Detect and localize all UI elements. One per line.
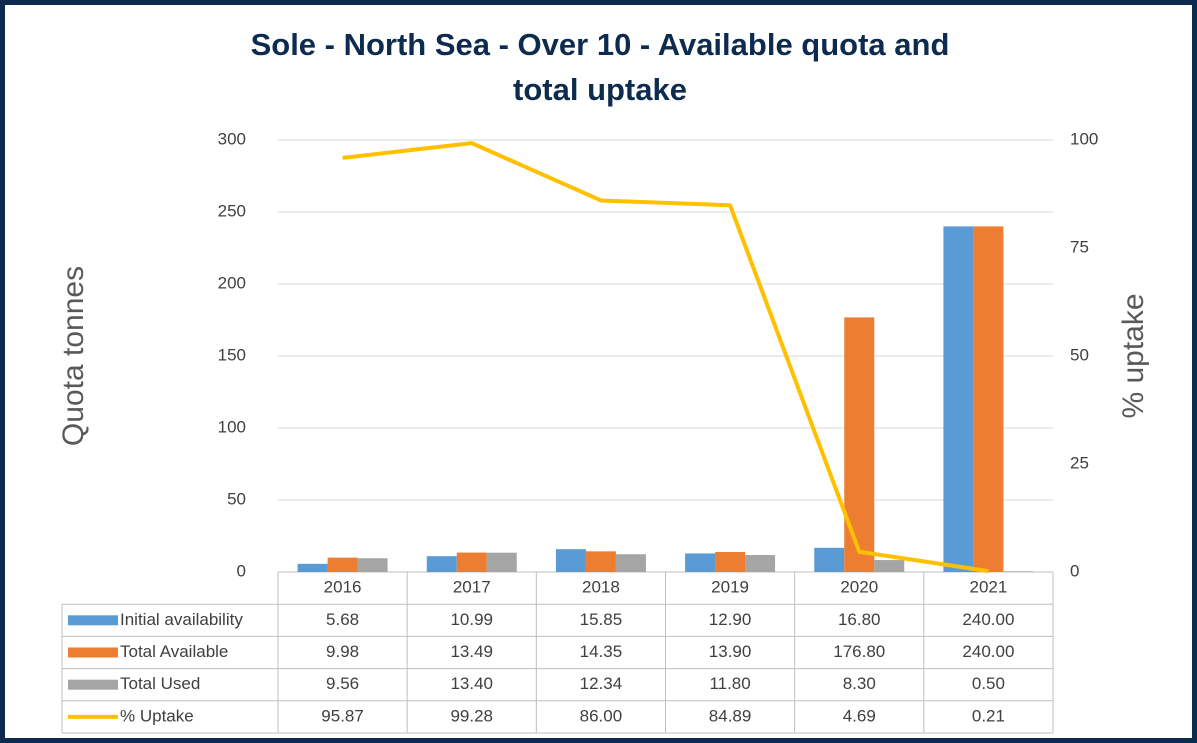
y-tick-label: 100 bbox=[218, 417, 246, 436]
y-tick-label: 0 bbox=[237, 561, 246, 580]
y2-tick-label: 75 bbox=[1070, 237, 1089, 256]
bar bbox=[486, 552, 517, 572]
bar bbox=[456, 552, 487, 572]
table-value: 14.35 bbox=[580, 642, 623, 661]
bar bbox=[814, 547, 845, 572]
table-value: 5.68 bbox=[326, 610, 359, 629]
table-value: 13.49 bbox=[450, 642, 493, 661]
table-value: 16.80 bbox=[838, 610, 881, 629]
table-value: 0.50 bbox=[972, 674, 1005, 693]
y-tick-label: 50 bbox=[227, 489, 246, 508]
table-value: 176.80 bbox=[833, 642, 885, 661]
y2-tick-label: 25 bbox=[1070, 453, 1089, 472]
x-tick-label: 2017 bbox=[453, 578, 491, 597]
legend-key bbox=[68, 679, 118, 690]
y2-axis-title: % uptake bbox=[1117, 293, 1150, 418]
y-tick-label: 250 bbox=[218, 201, 246, 220]
table-value: 8.30 bbox=[843, 674, 876, 693]
bar bbox=[745, 555, 776, 572]
bar bbox=[426, 556, 457, 572]
bar bbox=[973, 226, 1004, 572]
table-value: 240.00 bbox=[962, 642, 1014, 661]
table-value: 13.90 bbox=[709, 642, 752, 661]
x-tick-label: 2020 bbox=[840, 578, 878, 597]
table-value: 84.89 bbox=[709, 706, 752, 725]
bar bbox=[943, 226, 974, 572]
legend-label: Initial availability bbox=[120, 610, 243, 629]
bar bbox=[297, 563, 328, 572]
table-value: 86.00 bbox=[580, 706, 623, 725]
bar bbox=[685, 553, 716, 572]
table-value: 99.28 bbox=[450, 706, 493, 725]
bar bbox=[715, 551, 746, 572]
table-value: 13.40 bbox=[450, 674, 493, 693]
table-value: 12.34 bbox=[580, 674, 623, 693]
bar bbox=[357, 558, 388, 572]
line bbox=[342, 141, 989, 574]
y2-tick-label: 0 bbox=[1070, 561, 1079, 580]
legend-key bbox=[68, 615, 118, 626]
bar bbox=[585, 551, 616, 572]
legend-label: Total Used bbox=[120, 674, 200, 693]
table-value: 240.00 bbox=[962, 610, 1014, 629]
x-tick-label: 2018 bbox=[582, 578, 620, 597]
bar bbox=[844, 317, 875, 572]
y-axis-title: Quota tonnes bbox=[57, 266, 90, 446]
legend-key bbox=[68, 647, 118, 658]
legend-label: % Uptake bbox=[120, 706, 194, 725]
table-value: 0.21 bbox=[972, 706, 1005, 725]
x-tick-label: 2019 bbox=[711, 578, 749, 597]
y-tick-label: 300 bbox=[218, 129, 246, 148]
bar bbox=[1003, 571, 1034, 572]
bar bbox=[555, 549, 586, 572]
y2-tick-label: 50 bbox=[1070, 345, 1089, 364]
table-value: 9.56 bbox=[326, 674, 359, 693]
y2-tick-label: 100 bbox=[1070, 129, 1098, 148]
chart-title: Sole - North Sea - Over 10 - Available q… bbox=[251, 27, 950, 62]
y-tick-label: 150 bbox=[218, 345, 246, 364]
table-value: 10.99 bbox=[450, 610, 493, 629]
table-value: 9.98 bbox=[326, 642, 359, 661]
bar bbox=[874, 560, 905, 572]
bar bbox=[327, 557, 358, 572]
table-value: 12.90 bbox=[709, 610, 752, 629]
table-value: 15.85 bbox=[580, 610, 623, 629]
chart-title: total uptake bbox=[513, 72, 687, 107]
table-value: 11.80 bbox=[709, 674, 750, 693]
bar bbox=[615, 554, 646, 572]
x-tick-label: 2021 bbox=[970, 578, 1008, 597]
x-tick-label: 2016 bbox=[324, 578, 362, 597]
table-value: 95.87 bbox=[321, 706, 364, 725]
legend-label: Total Available bbox=[120, 642, 228, 661]
table-value: 4.69 bbox=[843, 706, 876, 725]
y-tick-label: 200 bbox=[218, 273, 246, 292]
